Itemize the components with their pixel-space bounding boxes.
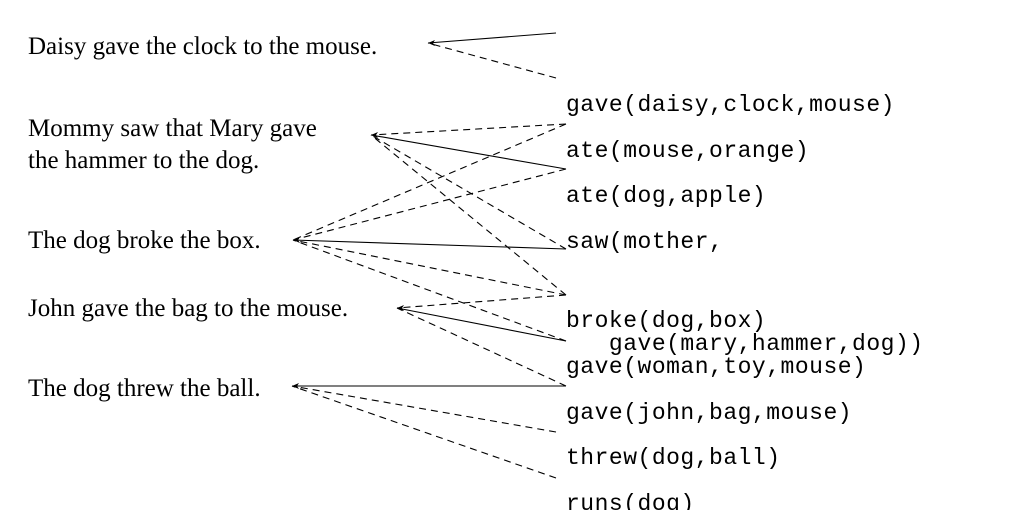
meaning-3-line-1: gave(mary,hammer,dog)) [566,331,924,357]
meaning-1: ate(mouse,orange) [566,66,809,236]
meaning-4: broke(dog,box) [566,236,766,406]
meaning-5: gave(woman,toy,mouse) [566,282,866,452]
link-s2-m3-dashed [292,168,567,241]
sentence-3: John gave the bag to the mouse. [28,293,348,325]
link-s1-m5-dashed [370,134,567,296]
meaning-3: saw(mother, gave(mary,hammer,dog)) [566,157,924,429]
meaning-8: runs(dog) [566,419,695,510]
link-s3-m5-dashed [396,294,567,309]
arrowhead-sentence-2 [293,237,300,243]
sentence-2-line-0: The dog broke the box. [28,227,261,254]
arrowhead-sentence-3 [397,305,404,311]
link-s1-m2-dashed [370,123,567,136]
link-s1-m3-solid [370,134,567,170]
sentence-3-line-0: John gave the bag to the mouse. [28,295,349,322]
meaning-5-line-0: gave(woman,toy,mouse) [566,354,867,380]
sentence-0: Daisy gave the clock to the mouse. [28,31,377,63]
arrowhead-sentence-1 [371,132,378,138]
sentence-4-line-0: The dog threw the ball. [28,375,261,402]
meaning-9: saw(john,walks(man,dog)) [566,465,909,510]
meaning-6-line-0: gave(john,bag,mouse) [566,400,853,426]
meaning-7-line-0: threw(dog,ball) [566,445,781,471]
link-s2-m2-dashed [292,123,567,241]
link-s0-m0-solid [427,32,557,44]
link-s4-m8-dashed [291,385,557,433]
sentence-4: The dog threw the ball. [28,373,261,405]
meaning-6: gave(john,bag,mouse) [566,328,852,498]
meaning-3-line-0: saw(mother, [566,229,724,255]
meaning-1-line-0: ate(mouse,orange) [566,138,810,164]
link-s3-m6-solid [396,307,567,342]
arrowhead-sentence-0 [428,40,435,46]
sentence-0-line-0: Daisy gave the clock to the mouse. [28,33,378,60]
sentence-1-line-1: the hammer to the dog. [28,147,260,174]
meaning-2-line-0: ate(dog,apple) [566,183,767,209]
link-s4-m9-dashed [291,385,557,479]
meaning-4-line-0: broke(dog,box) [566,308,767,334]
link-s2-m6-dashed [292,239,567,342]
link-s3-m7-dashed [396,307,567,387]
sentence-1: Mommy saw that Mary gave the hammer to t… [28,113,317,177]
meaning-0: gave(daisy,clock,mouse) [566,20,895,190]
meaning-7: threw(dog,ball) [566,373,781,510]
sentence-1-line-0: Mommy saw that Mary gave [28,115,317,142]
link-s1-m4-dashed [370,134,567,250]
link-s2-m5-dashed [292,239,567,296]
link-s2-m4-solid [292,239,567,250]
link-s0-m1-dashed [427,42,557,79]
arrowhead-sentence-4 [292,383,299,389]
meaning-2: ate(dog,apple) [566,111,766,281]
meaning-8-line-0: runs(dog) [566,491,695,510]
meaning-0-line-0: gave(daisy,clock,mouse) [566,92,895,118]
sentence-2: The dog broke the box. [28,225,261,257]
